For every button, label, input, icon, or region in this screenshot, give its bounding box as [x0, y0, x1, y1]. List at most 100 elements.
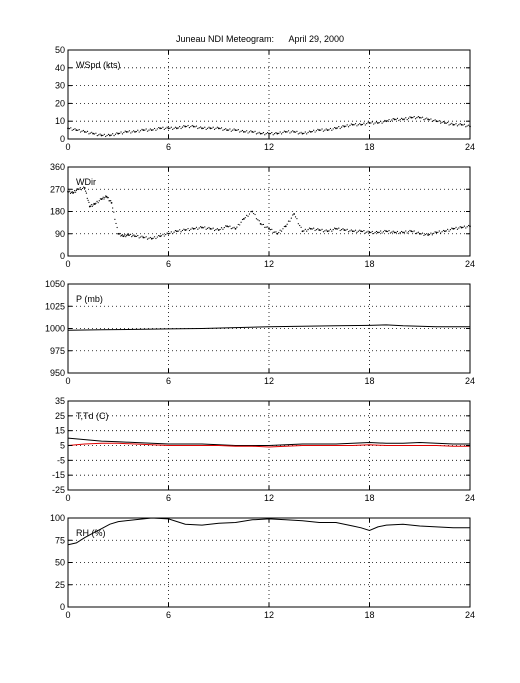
data-point — [116, 226, 118, 229]
data-point — [384, 229, 386, 232]
data-point — [79, 131, 82, 133]
data-point — [241, 129, 244, 132]
data-point — [416, 117, 418, 119]
data-point — [284, 130, 287, 133]
data-point — [279, 229, 281, 231]
data-point — [373, 232, 375, 235]
y-tick-label: 20 — [55, 98, 65, 108]
data-point — [165, 127, 167, 129]
data-point — [213, 128, 216, 130]
data-point — [190, 125, 192, 128]
data-point — [264, 134, 266, 136]
data-point — [125, 130, 128, 133]
data-point — [175, 127, 178, 130]
data-point — [213, 229, 216, 232]
data-point — [328, 230, 330, 232]
data-point — [346, 228, 348, 230]
data-point — [364, 124, 366, 126]
data-point — [120, 235, 122, 237]
data-point — [334, 227, 336, 229]
data-point — [345, 229, 347, 231]
data-point — [378, 231, 380, 233]
x-tick-label: 0 — [65, 610, 70, 620]
data-point — [275, 131, 277, 134]
data-point — [279, 131, 281, 133]
data-point — [329, 127, 332, 130]
data-point — [116, 132, 118, 134]
data-point — [402, 231, 404, 234]
y-tick-label: 40 — [55, 63, 65, 73]
data-point — [381, 232, 383, 234]
data-point — [215, 127, 217, 129]
data-point — [297, 223, 299, 225]
data-point — [119, 232, 121, 235]
data-point — [393, 231, 396, 234]
data-point — [376, 231, 379, 234]
data-point — [354, 229, 357, 231]
data-point — [107, 197, 109, 199]
data-point — [370, 122, 372, 124]
data-point — [121, 234, 123, 236]
data-point — [167, 127, 170, 130]
data-point — [385, 230, 388, 233]
data-point — [460, 226, 463, 229]
data-point — [413, 115, 415, 118]
data-point — [155, 129, 157, 131]
data-point — [240, 221, 242, 223]
data-point — [123, 131, 125, 134]
data-point — [141, 235, 143, 237]
data-point — [149, 236, 151, 239]
data-point — [95, 132, 97, 134]
data-point — [229, 225, 231, 227]
data-point — [137, 129, 139, 131]
data-point — [426, 233, 428, 235]
data-point — [242, 218, 245, 220]
data-point — [71, 129, 73, 131]
data-point — [163, 235, 165, 237]
data-point — [427, 118, 430, 121]
data-point — [398, 232, 400, 235]
x-tick-label: 6 — [166, 610, 171, 620]
x-tick-label: 18 — [364, 259, 374, 269]
data-point — [458, 227, 460, 229]
data-point — [307, 229, 309, 231]
data-point — [401, 117, 403, 119]
data-point — [336, 127, 338, 129]
data-point — [407, 231, 410, 233]
data-point — [197, 228, 199, 230]
data-point — [242, 130, 245, 133]
data-point — [304, 131, 306, 133]
data-point — [440, 122, 442, 124]
data-point — [276, 132, 279, 135]
y-tick-label: 0 — [60, 251, 65, 261]
data-point — [308, 130, 311, 132]
data-point — [183, 125, 185, 127]
data-point — [421, 232, 424, 234]
data-point — [284, 225, 287, 228]
data-point — [320, 229, 322, 231]
data-point — [167, 232, 170, 235]
data-point — [406, 118, 408, 121]
data-point — [405, 230, 407, 232]
x-tick-label: 18 — [364, 610, 374, 620]
x-tick-label: 12 — [264, 259, 274, 269]
y-tick-label: 25 — [55, 580, 65, 590]
x-tick-label: 0 — [65, 376, 70, 386]
data-point — [303, 230, 305, 232]
data-point — [113, 211, 115, 213]
data-point — [329, 228, 332, 230]
data-point — [282, 228, 284, 230]
data-point — [105, 135, 107, 138]
data-point — [366, 122, 368, 125]
data-point — [76, 188, 78, 190]
data-point — [173, 231, 175, 233]
y-tick-label: 1050 — [45, 279, 65, 289]
y-tick-label: 50 — [55, 558, 65, 568]
data-point — [240, 130, 242, 132]
series-line-pres-0 — [67, 324, 470, 331]
data-point — [303, 132, 305, 134]
data-point — [80, 189, 82, 191]
data-point — [251, 130, 254, 133]
data-point — [127, 131, 129, 133]
data-point — [264, 226, 266, 229]
